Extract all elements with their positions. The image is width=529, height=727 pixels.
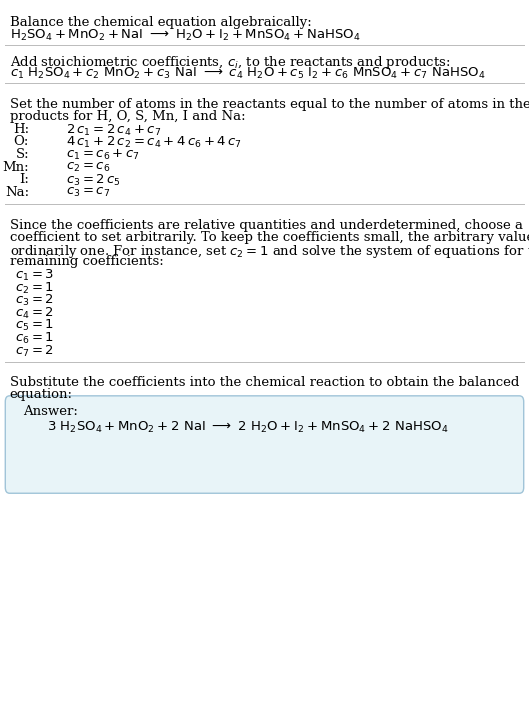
Text: H:: H: <box>13 123 29 136</box>
Text: $3\ \mathsf{H_2SO_4} + \mathsf{MnO_2} + 2\ \mathsf{NaI}\ \longrightarrow\ 2\ \ma: $3\ \mathsf{H_2SO_4} + \mathsf{MnO_2} + … <box>47 419 448 435</box>
Text: O:: O: <box>14 135 29 148</box>
Text: $c_2 = 1$: $c_2 = 1$ <box>15 281 54 296</box>
Text: $c_3 = 2$: $c_3 = 2$ <box>15 293 54 308</box>
Text: Since the coefficients are relative quantities and underdetermined, choose a: Since the coefficients are relative quan… <box>10 219 523 232</box>
Text: Answer:: Answer: <box>23 405 78 418</box>
Text: products for H, O, S, Mn, I and Na:: products for H, O, S, Mn, I and Na: <box>10 110 245 123</box>
Text: $c_5 = 1$: $c_5 = 1$ <box>15 318 54 334</box>
Text: Add stoichiometric coefficients, $c_i$, to the reactants and products:: Add stoichiometric coefficients, $c_i$, … <box>10 55 450 71</box>
Text: $c_7 = 2$: $c_7 = 2$ <box>15 343 54 358</box>
Text: $c_6 = 1$: $c_6 = 1$ <box>15 331 54 346</box>
Text: $c_3 = 2\,c_5$: $c_3 = 2\,c_5$ <box>66 173 121 188</box>
FancyBboxPatch shape <box>5 395 524 493</box>
Text: $c_2 = c_6$: $c_2 = c_6$ <box>66 161 111 174</box>
Text: Set the number of atoms in the reactants equal to the number of atoms in the: Set the number of atoms in the reactants… <box>10 97 529 111</box>
Text: S:: S: <box>15 148 29 161</box>
Text: Na:: Na: <box>5 185 29 198</box>
Text: Substitute the coefficients into the chemical reaction to obtain the balanced: Substitute the coefficients into the che… <box>10 377 519 390</box>
Text: $c_1\ \mathsf{H_2SO_4} + c_2\ \mathsf{MnO_2} + c_3\ \mathsf{NaI}\ \longrightarro: $c_1\ \mathsf{H_2SO_4} + c_2\ \mathsf{Mn… <box>10 66 485 81</box>
Text: equation:: equation: <box>10 388 72 401</box>
Text: ordinarily one. For instance, set $c_2 = 1$ and solve the system of equations fo: ordinarily one. For instance, set $c_2 =… <box>10 243 529 260</box>
Text: $c_4 = 2$: $c_4 = 2$ <box>15 305 54 321</box>
Text: coefficient to set arbitrarily. To keep the coefficients small, the arbitrary va: coefficient to set arbitrarily. To keep … <box>10 230 529 244</box>
Text: $4\,c_1 + 2\,c_2 = c_4 + 4\,c_6 + 4\,c_7$: $4\,c_1 + 2\,c_2 = c_4 + 4\,c_6 + 4\,c_7… <box>66 135 242 150</box>
Text: Balance the chemical equation algebraically:: Balance the chemical equation algebraica… <box>10 16 311 29</box>
Text: $c_1 = c_6 + c_7$: $c_1 = c_6 + c_7$ <box>66 148 140 162</box>
Text: $c_1 = 3$: $c_1 = 3$ <box>15 268 54 283</box>
Text: I:: I: <box>19 173 29 186</box>
Text: $\mathsf{H_2SO_4 + MnO_2 + NaI}$$\mathsf{\ \longrightarrow\ H_2O + I_2 + MnSO_4 : $\mathsf{H_2SO_4 + MnO_2 + NaI}$$\mathsf… <box>10 28 360 43</box>
Text: $c_3 = c_7$: $c_3 = c_7$ <box>66 185 111 198</box>
Text: Mn:: Mn: <box>3 161 29 174</box>
Text: remaining coefficients:: remaining coefficients: <box>10 254 163 268</box>
Text: $2\,c_1 = 2\,c_4 + c_7$: $2\,c_1 = 2\,c_4 + c_7$ <box>66 123 161 138</box>
